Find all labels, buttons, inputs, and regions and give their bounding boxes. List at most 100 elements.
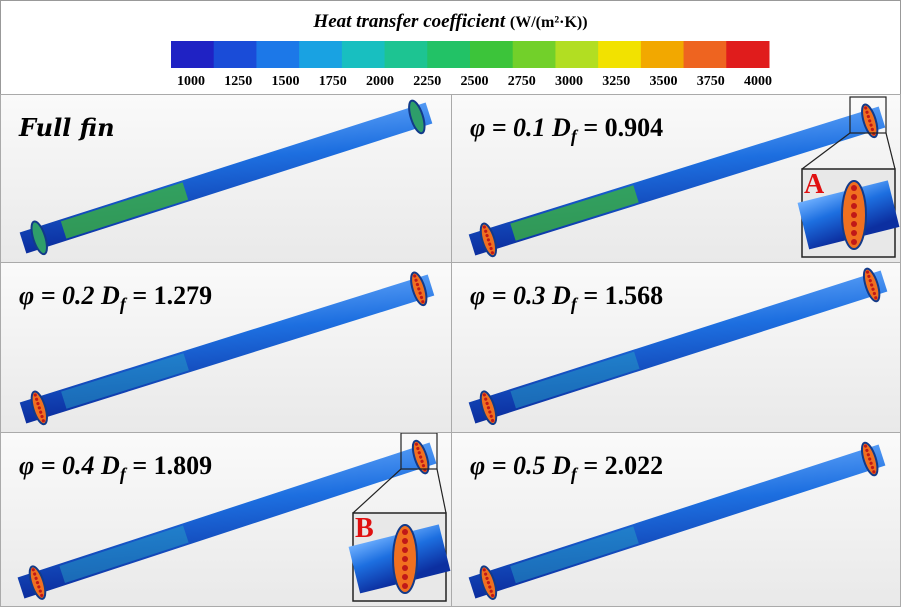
ring-hole <box>37 406 41 410</box>
ring-hole <box>419 295 424 300</box>
result-panel: φ = 0.3 Df = 1.568 <box>451 262 901 433</box>
fin-ring <box>862 267 881 303</box>
inset-label: A <box>804 169 825 200</box>
phi-value: φ = 0.5 <box>470 451 546 480</box>
ring-hole <box>33 572 37 576</box>
color-swatch <box>427 41 471 68</box>
color-swatch <box>341 41 386 68</box>
fractal-value: = 1.568 <box>583 281 664 310</box>
color-swatch <box>470 41 514 68</box>
ring-hole <box>38 589 42 593</box>
ring-hole <box>37 585 41 589</box>
ring-hole <box>414 278 418 282</box>
phi-value: φ = 0.4 <box>19 451 95 480</box>
pipe <box>468 270 888 424</box>
pipe <box>468 444 886 599</box>
color-swatch <box>299 41 343 68</box>
inset-label: B <box>355 513 374 544</box>
fin-ring <box>30 220 48 256</box>
ring-hole <box>486 238 491 242</box>
ring-hole <box>865 110 869 114</box>
ring-hole <box>31 568 35 572</box>
ring-hole <box>869 461 873 465</box>
ring <box>30 220 48 256</box>
pipe-render <box>468 441 886 600</box>
pipe-tint <box>510 526 639 584</box>
ring-hole <box>485 401 489 406</box>
ring-hole <box>489 246 493 251</box>
color-swatch <box>213 41 257 68</box>
ring-hole <box>482 568 486 572</box>
panel-label: φ = 0.4 Df = 1.809 <box>19 451 212 485</box>
pipe-tint <box>60 182 189 239</box>
inset-hole <box>851 221 857 227</box>
inset-hole <box>402 574 408 580</box>
ring-hole <box>420 459 424 463</box>
legend-tick-label: 2000 <box>366 74 394 89</box>
ring-hole <box>40 414 44 419</box>
fractal-subscript: f <box>570 126 577 147</box>
fractal-symbol: D <box>101 281 120 310</box>
color-swatch <box>640 41 685 68</box>
inset-hole <box>851 194 857 200</box>
fractal-symbol: D <box>101 451 120 480</box>
legend-tick-label: 3250 <box>602 74 630 89</box>
ring-hole <box>872 291 876 296</box>
legend-tick-label: 4000 <box>744 74 772 89</box>
fin-ring <box>30 390 48 426</box>
ring-hole <box>866 114 870 119</box>
ring-hole <box>413 274 417 278</box>
ring-hole <box>870 127 874 132</box>
ring-hole <box>490 593 495 598</box>
zoom-line <box>885 132 896 170</box>
ring-hole <box>868 279 872 283</box>
ring-hole <box>870 465 875 470</box>
ring-hole <box>486 581 491 585</box>
color-swatch <box>512 41 556 68</box>
ring-hole <box>421 464 426 468</box>
legend-tick-label: 3000 <box>555 74 583 89</box>
ring-hole <box>863 444 868 448</box>
inset-hole <box>402 547 408 553</box>
legend-title-text: Heat transfer coefficient <box>313 11 506 32</box>
fractal-subscript: f <box>570 294 577 315</box>
ring-hole <box>488 585 492 589</box>
panel-label: φ = 0.3 Df = 1.568 <box>470 281 663 315</box>
ring-hole <box>865 270 870 274</box>
ring-hole <box>414 442 419 446</box>
fractal-symbol: D <box>552 113 571 142</box>
color-legend: Heat transfer coefficient (W/(m²·K)) 100… <box>0 0 901 96</box>
fractal-value: = 1.809 <box>132 451 213 480</box>
inset-hole <box>402 556 408 562</box>
fin-ring <box>411 439 430 475</box>
inset-hole <box>402 565 408 571</box>
fractal-subscript: f <box>570 464 577 485</box>
ring-hole <box>486 406 491 410</box>
ring-hole <box>872 470 876 474</box>
zoom-line <box>436 468 447 514</box>
result-panel: φ = 0.2 Df = 1.279 <box>0 262 452 433</box>
pipe-render: A <box>468 96 900 258</box>
fin-ring <box>479 222 498 258</box>
ring-hole <box>35 581 40 585</box>
ring-hole <box>865 448 869 453</box>
legend-tick-label: 2250 <box>413 74 441 89</box>
ring-hole <box>419 455 423 459</box>
ring-hole <box>871 287 875 291</box>
result-panel: Full fin <box>0 94 452 263</box>
zoom-box <box>400 433 438 470</box>
inset-hole <box>402 538 408 544</box>
ring-hole <box>868 457 872 461</box>
ring-hole <box>421 300 425 304</box>
result-panel: φ = 0.5 Df = 2.022 <box>451 432 901 607</box>
color-swatch <box>683 41 727 68</box>
ring-hole <box>484 572 488 576</box>
pipe-render <box>19 271 435 426</box>
legend-tick-label: 2750 <box>508 74 536 89</box>
panel-label: φ = 0.2 Df = 1.279 <box>19 281 212 315</box>
fractal-symbol: D <box>552 281 571 310</box>
pipe-tint <box>61 353 189 409</box>
legend-tick-label: 2500 <box>461 74 489 89</box>
